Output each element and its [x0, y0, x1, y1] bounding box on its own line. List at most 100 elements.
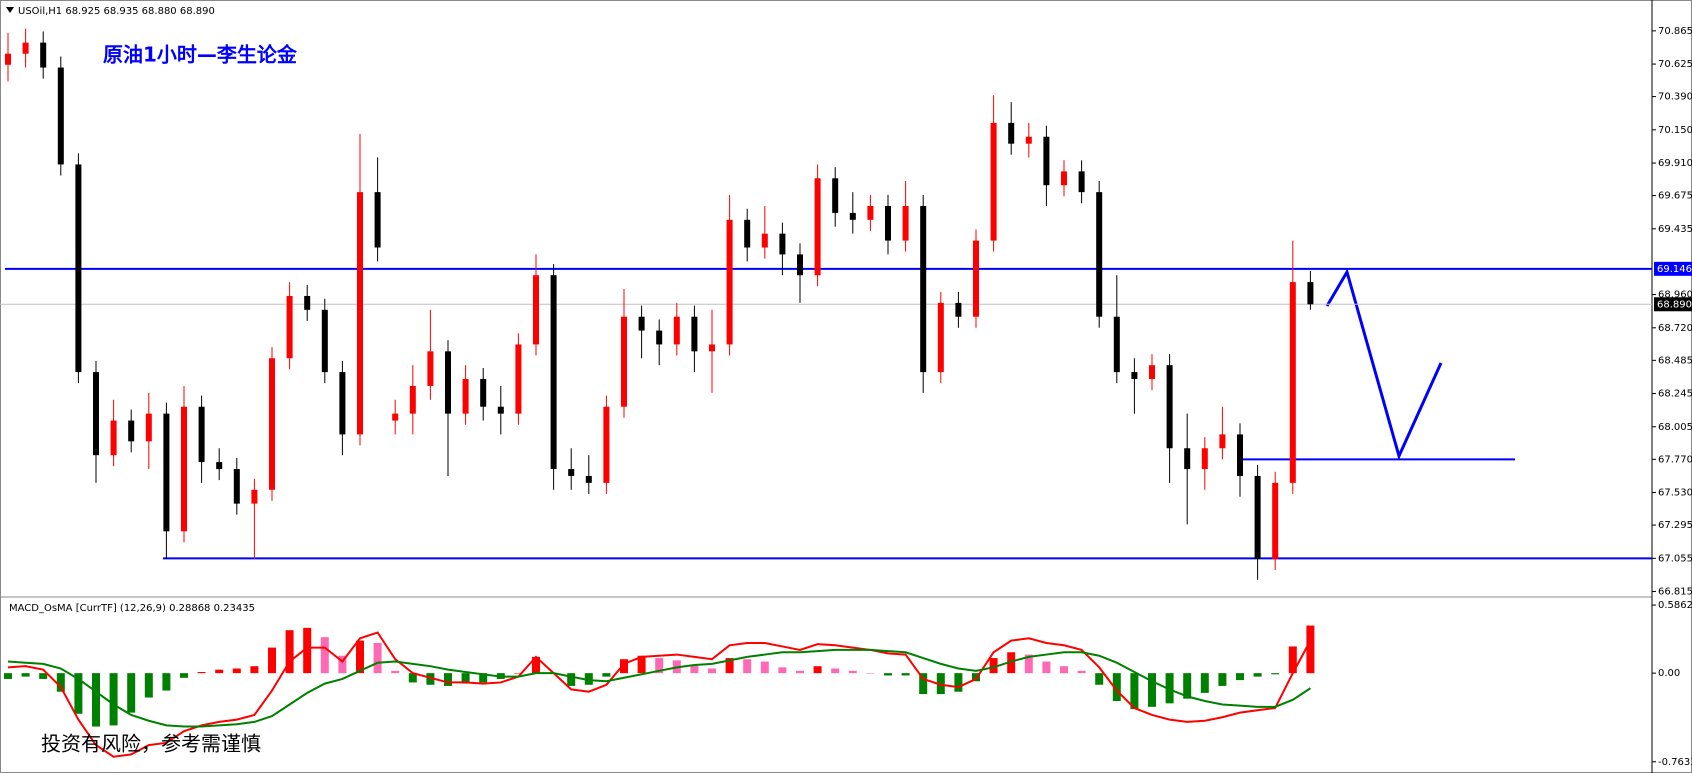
histogram-bar	[21, 673, 30, 677]
candle-body	[797, 254, 803, 276]
histogram-bar	[180, 673, 188, 678]
candle-body	[885, 205, 891, 241]
histogram-bar	[584, 673, 593, 685]
candle-body	[920, 205, 927, 373]
histogram-bar	[162, 673, 171, 691]
candle-body	[832, 178, 839, 213]
histogram-bar	[901, 673, 910, 676]
histogram-bar	[268, 647, 276, 674]
histogram-bar	[919, 673, 928, 695]
histogram-bar	[1130, 673, 1139, 710]
histogram-bar	[39, 673, 48, 679]
y-tick-label: -0.76339	[1658, 757, 1692, 768]
histogram-bar	[356, 640, 364, 674]
candle-body	[515, 344, 522, 414]
histogram-bar	[303, 627, 312, 674]
histogram-bar	[338, 655, 347, 674]
candle-body	[1237, 434, 1243, 476]
histogram-bar	[1271, 673, 1280, 675]
histogram-bar	[1077, 670, 1086, 674]
level-box	[1654, 261, 1692, 276]
histogram-bar	[831, 668, 840, 674]
y-tick-label: 70.625	[1658, 59, 1692, 70]
candle-body	[585, 475, 592, 483]
candle-body	[550, 275, 557, 470]
candle-body	[744, 219, 751, 248]
histogram-bar	[408, 673, 417, 683]
candle-body	[93, 372, 99, 456]
candle-body	[251, 489, 258, 504]
histogram-bar	[743, 659, 752, 674]
candle-body	[1131, 372, 1138, 380]
macd-line	[7, 631, 1312, 758]
candle-body	[304, 295, 311, 310]
candle-body	[75, 164, 82, 373]
histogram-bar	[215, 669, 224, 674]
histogram-bar	[1183, 673, 1192, 699]
candle-body	[937, 302, 944, 373]
candle-body	[269, 358, 275, 490]
candle-body	[233, 469, 240, 504]
candle-body	[163, 413, 170, 532]
candle-body	[110, 420, 117, 456]
y-tick-label: 70.150	[1658, 125, 1692, 136]
candle-body	[5, 53, 11, 65]
candle-body	[1008, 122, 1015, 144]
candle-body	[462, 379, 469, 414]
histogram-bar	[109, 673, 118, 726]
histogram-bar	[92, 673, 100, 727]
candle-body	[1201, 448, 1208, 470]
y-tick-label: 70.390	[1658, 92, 1692, 103]
histogram-bar	[1165, 673, 1174, 704]
histogram-bar	[620, 659, 628, 674]
candle-body	[445, 351, 451, 414]
histogram-bar	[56, 673, 65, 692]
candle-body	[1272, 482, 1279, 560]
histogram-bar	[760, 661, 769, 674]
y-tick-label: 0.58628	[1658, 600, 1692, 611]
histogram-bar	[479, 673, 488, 683]
candle-body	[603, 406, 610, 483]
histogram-bar	[1288, 646, 1297, 674]
histogram-bar	[1218, 673, 1227, 686]
y-tick-label: 67.770	[1658, 454, 1692, 465]
candle-body	[867, 205, 874, 220]
candle-body	[357, 192, 363, 435]
candle-body	[990, 122, 997, 241]
histogram-bar	[1148, 673, 1156, 707]
histogram-bar	[1007, 652, 1016, 674]
candle-body	[568, 469, 575, 476]
y-tick-label: 67.055	[1658, 553, 1692, 564]
histogram-bar	[989, 658, 998, 674]
candle-body	[40, 42, 47, 68]
histogram-bar	[884, 673, 892, 676]
histogram-bar	[514, 673, 523, 674]
candle-body	[392, 413, 399, 421]
histogram-bar	[250, 666, 259, 674]
histogram-bar	[1024, 654, 1033, 674]
header: USOil,H1 68.925 68.935 68.880 68.890	[18, 6, 215, 17]
candle-body	[673, 316, 680, 345]
histogram-bar	[567, 673, 576, 686]
histogram-bar	[74, 673, 83, 714]
y-tick-label: 70.865	[1658, 26, 1692, 37]
candle-body	[374, 192, 381, 248]
histogram-bar	[708, 668, 716, 674]
y-tick-label: 67.530	[1658, 488, 1692, 499]
candle-body	[1307, 282, 1314, 305]
candle-body	[814, 178, 821, 276]
candle-body	[1078, 171, 1085, 193]
histogram-bar	[426, 673, 435, 685]
y-tick-label: 68.960	[1658, 290, 1692, 301]
y-tick-label: 68.485	[1658, 355, 1692, 366]
histogram-bar	[866, 673, 875, 674]
candle-body	[533, 275, 539, 345]
projection-path	[1325, 268, 1443, 461]
candle-body	[198, 406, 205, 463]
macd-line	[7, 648, 1311, 728]
histogram-bar	[532, 656, 540, 674]
candle-body	[22, 42, 29, 54]
candle-body	[726, 219, 733, 345]
